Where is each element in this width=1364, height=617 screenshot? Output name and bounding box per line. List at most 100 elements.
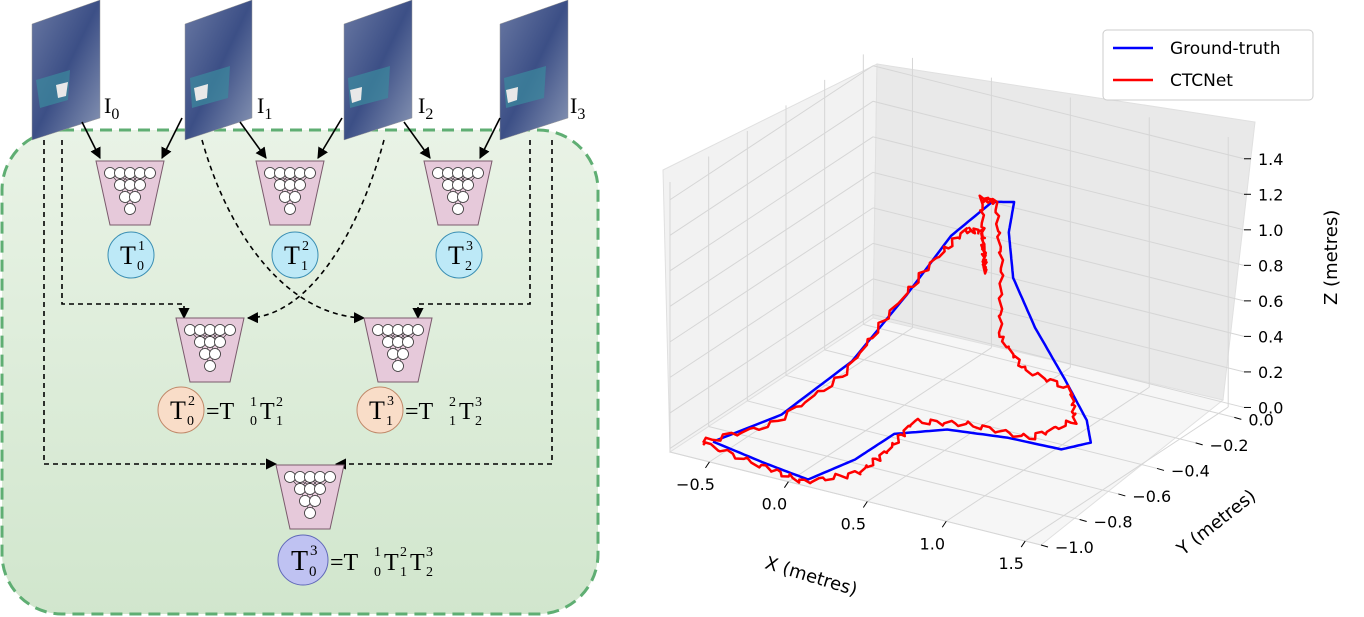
y-tick-label: −0.2 bbox=[1210, 436, 1249, 455]
input-label-2: I2 bbox=[418, 93, 433, 123]
z-tick-label: 0.0 bbox=[1258, 398, 1283, 417]
svg-text:1: 1 bbox=[386, 414, 393, 429]
transform-node-l3: T 3 0 =T 1 0 T 2 1 T 3 2 bbox=[277, 534, 433, 586]
x-tick-mark bbox=[862, 501, 868, 508]
y-tick-label: −1.0 bbox=[1055, 538, 1094, 557]
transform-node-l1-1: T 2 1 bbox=[271, 231, 319, 279]
series-ctcnet-line bbox=[702, 194, 1078, 485]
svg-text:3: 3 bbox=[466, 239, 473, 254]
legend-label-ctcnet: CTCNet bbox=[1170, 71, 1233, 91]
svg-text:T: T bbox=[291, 546, 308, 577]
y-tick-mark bbox=[1234, 416, 1242, 420]
formula-l3: =T bbox=[330, 550, 359, 576]
y-tick-label: 0.0 bbox=[1248, 410, 1273, 429]
transform-node-l2-0: T 2 0 =T 1 0 T 2 1 bbox=[157, 386, 283, 434]
series-ground-truth-line bbox=[712, 200, 1093, 481]
svg-text:0: 0 bbox=[187, 414, 194, 429]
transform-node-l1-0: T 1 0 bbox=[107, 231, 155, 279]
x-tick-mark bbox=[941, 520, 947, 528]
y-tick-label: −0.4 bbox=[1171, 461, 1210, 480]
svg-text:2: 2 bbox=[276, 395, 283, 410]
input-arrows bbox=[81, 117, 501, 160]
transform-node-l1-2: T 3 2 bbox=[435, 231, 483, 279]
z-tick-label: 1.4 bbox=[1258, 150, 1283, 169]
svg-text:1: 1 bbox=[276, 414, 283, 429]
svg-text:T: T bbox=[260, 399, 275, 425]
x-tick-label: 0.0 bbox=[762, 495, 787, 514]
svg-text:2: 2 bbox=[188, 394, 195, 409]
svg-text:T: T bbox=[459, 399, 474, 425]
svg-text:T: T bbox=[120, 241, 136, 270]
x-axis-ticks: −0.5 0.0 0.5 1.0 1.5 bbox=[676, 461, 1026, 573]
x-tick-label: −0.5 bbox=[676, 475, 715, 494]
y-tick-mark bbox=[1040, 544, 1049, 548]
svg-text:1: 1 bbox=[400, 565, 407, 580]
dashed-connections bbox=[43, 139, 553, 470]
input-label-0: I0 bbox=[104, 93, 119, 123]
y-tick-label: −0.6 bbox=[1132, 487, 1171, 506]
y-axis-ticks: 0.0 −0.2−0.4−0.6 −0.8−1.0 bbox=[1040, 410, 1274, 557]
svg-text:3: 3 bbox=[475, 395, 482, 410]
svg-text:2: 2 bbox=[475, 414, 482, 429]
trajectory-chart: −0.5 0.0 0.5 1.0 1.5 0.0 −0.2−0.4−0.6 −0.8−1.0… bbox=[662, 29, 1342, 601]
z-tick-label: 0.4 bbox=[1258, 327, 1283, 346]
z-axis-ticks: 0.0 0.2 0.4 0.6 0.8 1.0 1.2 1.4 bbox=[1244, 150, 1283, 417]
legend-label-ground-truth: Ground-truth bbox=[1170, 39, 1281, 59]
svg-text:1: 1 bbox=[301, 259, 308, 274]
z-axis-label: Z (metres) bbox=[1321, 210, 1342, 305]
z-tick-label: 1.2 bbox=[1258, 185, 1283, 204]
svg-text:2: 2 bbox=[400, 545, 407, 560]
y-tick-mark bbox=[1118, 493, 1126, 497]
svg-text:3: 3 bbox=[426, 545, 433, 560]
input-label-3: I3 bbox=[570, 93, 585, 123]
x-tick-label: 1.5 bbox=[998, 554, 1023, 573]
z-tick-label: 1.0 bbox=[1258, 221, 1283, 240]
input-label-1: I1 bbox=[257, 93, 272, 123]
y-axis-label: Y (metres) bbox=[1172, 486, 1260, 561]
input-image-1 bbox=[184, 0, 253, 141]
input-image-2 bbox=[343, 0, 413, 141]
z-tick-label: 0.2 bbox=[1258, 363, 1283, 382]
formula-l2-0: =T bbox=[206, 399, 235, 425]
svg-text:0: 0 bbox=[374, 565, 381, 580]
pipeline-diagram: I0 I1 I2 I3 bbox=[0, 0, 600, 616]
y-tick-mark bbox=[1079, 518, 1087, 522]
z-tick-label: 0.6 bbox=[1258, 292, 1283, 311]
x-tick-label: 0.5 bbox=[841, 514, 866, 533]
svg-text:1: 1 bbox=[374, 545, 381, 560]
svg-text:T: T bbox=[448, 241, 464, 270]
z-tick-label: 0.8 bbox=[1258, 256, 1283, 275]
input-image-3 bbox=[499, 0, 569, 141]
svg-text:2: 2 bbox=[449, 395, 456, 410]
svg-text:1: 1 bbox=[449, 414, 456, 429]
transform-node-l2-1: T 3 1 =T 2 1 T 3 2 bbox=[356, 386, 482, 434]
x-tick-mark bbox=[1020, 540, 1026, 548]
x-tick-mark bbox=[783, 481, 789, 488]
input-image-0 bbox=[31, 0, 101, 141]
svg-text:3: 3 bbox=[310, 543, 318, 559]
y-tick-label: −0.8 bbox=[1094, 512, 1133, 531]
svg-text:1: 1 bbox=[138, 239, 145, 254]
svg-text:2: 2 bbox=[426, 565, 433, 580]
svg-text:T: T bbox=[284, 241, 300, 270]
svg-text:T: T bbox=[410, 550, 425, 576]
svg-text:T: T bbox=[170, 396, 186, 425]
x-tick-mark bbox=[705, 461, 710, 469]
svg-text:0: 0 bbox=[137, 259, 144, 274]
svg-text:3: 3 bbox=[387, 394, 394, 409]
svg-text:0: 0 bbox=[309, 564, 317, 580]
svg-text:0: 0 bbox=[250, 414, 257, 429]
x-axis-label: X (metres) bbox=[763, 553, 860, 601]
x-tick-label: 1.0 bbox=[920, 534, 945, 553]
legend: Ground-truth CTCNet bbox=[1102, 29, 1314, 101]
grid-lines bbox=[669, 54, 1245, 546]
svg-text:2: 2 bbox=[302, 239, 309, 254]
svg-text:2: 2 bbox=[465, 259, 472, 274]
svg-text:1: 1 bbox=[250, 395, 257, 410]
y-tick-mark bbox=[1195, 442, 1203, 446]
svg-text:T: T bbox=[384, 550, 399, 576]
svg-text:T: T bbox=[369, 396, 385, 425]
y-tick-mark bbox=[1156, 467, 1165, 471]
formula-l2-1: =T bbox=[405, 399, 434, 425]
